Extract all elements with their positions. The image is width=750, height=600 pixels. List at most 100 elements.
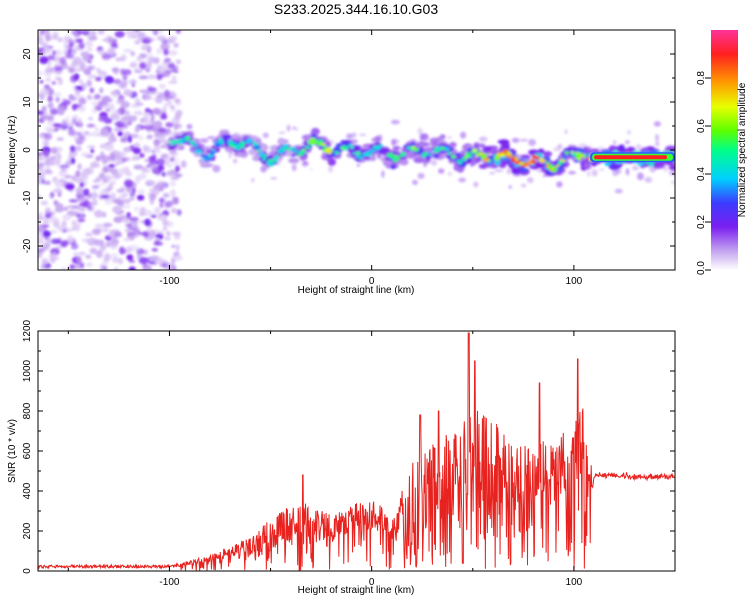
ridge-cell xyxy=(447,152,453,155)
noise-cell xyxy=(46,65,51,70)
noise-cell xyxy=(134,226,140,234)
ridge-cell xyxy=(559,158,564,162)
noise-cell xyxy=(45,77,51,83)
noise-cell xyxy=(125,246,132,254)
ridge-cell xyxy=(435,147,441,151)
noise-cell xyxy=(166,232,171,237)
noise-cell xyxy=(159,65,166,73)
band-halo-cell xyxy=(430,159,437,166)
noise-cell xyxy=(150,255,160,261)
noise-cell xyxy=(77,118,82,126)
noise-cell xyxy=(64,174,72,179)
ridge-cell xyxy=(373,145,378,148)
ridge-cell xyxy=(317,142,322,147)
noise-cell xyxy=(43,47,52,54)
band-halo-cell xyxy=(625,168,630,176)
noise-cell xyxy=(61,220,67,227)
noise-cell xyxy=(55,96,60,103)
noise-cell xyxy=(86,131,92,137)
noise-cell xyxy=(150,214,157,218)
noise-cell xyxy=(102,211,107,218)
noise-cell xyxy=(150,164,157,168)
ridge-cell xyxy=(266,161,272,164)
ridge-cell xyxy=(455,152,462,157)
noise-cell xyxy=(120,186,126,192)
noise-cell xyxy=(133,164,144,170)
noise-cell xyxy=(162,226,168,231)
noise-cell xyxy=(169,91,175,98)
noise-cell xyxy=(120,71,127,76)
noise-cell xyxy=(38,169,48,176)
ridge-cell xyxy=(466,158,472,163)
ridge-cell xyxy=(256,149,262,152)
ridge-cell xyxy=(197,150,203,154)
noise-cell xyxy=(68,39,75,46)
band-halo-cell xyxy=(556,181,563,188)
band-halo-cell xyxy=(612,169,619,177)
noise-cell xyxy=(40,200,49,206)
noise-cell xyxy=(167,100,172,105)
noise-cell xyxy=(169,180,177,187)
noise-cell xyxy=(87,74,97,79)
noise-cell xyxy=(134,126,140,133)
band-halo-cell xyxy=(655,140,660,147)
ridge-cell xyxy=(356,151,361,156)
ridge-cell xyxy=(502,149,509,153)
noise-cell xyxy=(95,76,102,82)
ridge-cell xyxy=(543,156,551,161)
noise-cell xyxy=(107,103,115,111)
noise-cell xyxy=(38,47,43,56)
noise-cell xyxy=(127,79,138,84)
ridge-cell xyxy=(649,161,654,167)
colorbar-scale xyxy=(711,30,738,270)
noise-cell xyxy=(87,65,96,71)
noise-cell xyxy=(60,166,68,175)
noise-cell xyxy=(170,189,177,197)
noise-cell xyxy=(120,137,128,143)
noise-cell xyxy=(120,248,127,254)
ridge-cell xyxy=(277,149,282,153)
noise-cell xyxy=(110,114,121,121)
noise-cell xyxy=(52,176,58,183)
ridge-cell xyxy=(246,139,252,143)
ridge-cell xyxy=(400,152,406,156)
noise-cell xyxy=(115,152,121,160)
ridge-cell xyxy=(168,140,174,143)
noise-cell xyxy=(175,59,182,65)
noise-cell xyxy=(52,50,57,56)
ridge-cell xyxy=(182,132,189,136)
noise-cell xyxy=(172,69,179,74)
noise-cell xyxy=(130,51,136,57)
snr-x-tick-label: -100 xyxy=(159,577,179,588)
ridge-cell xyxy=(191,142,197,145)
noise-cell xyxy=(99,172,105,178)
ridge-cell xyxy=(207,154,212,158)
noise-cell xyxy=(86,145,96,149)
noise-cell xyxy=(55,203,64,211)
noise-cell xyxy=(51,252,57,259)
ridge-cell xyxy=(291,149,297,152)
snr-x-label: Height of straight line (km) xyxy=(298,585,415,596)
noise-cell xyxy=(99,263,105,270)
noise-cell xyxy=(143,112,151,119)
band-halo-cell xyxy=(489,172,496,175)
spectrogram-x-tick-label: 100 xyxy=(566,276,583,287)
ridge-cell xyxy=(618,144,625,152)
ridge-cell xyxy=(583,161,591,170)
band-halo-cell xyxy=(614,188,623,194)
noise-cell xyxy=(154,148,161,154)
noise-cell xyxy=(73,145,82,152)
noise-cell xyxy=(109,229,116,236)
ridge-cell xyxy=(224,134,232,139)
ridge-cell xyxy=(420,141,430,147)
ridge-cell xyxy=(382,147,390,151)
ridge-cell xyxy=(288,157,300,164)
noise-cell xyxy=(49,229,58,234)
noise-cell xyxy=(168,80,178,84)
noise-cell xyxy=(111,246,117,250)
noise-cell xyxy=(139,173,147,180)
noise-cell xyxy=(175,123,182,129)
ridge-cell xyxy=(387,152,393,157)
